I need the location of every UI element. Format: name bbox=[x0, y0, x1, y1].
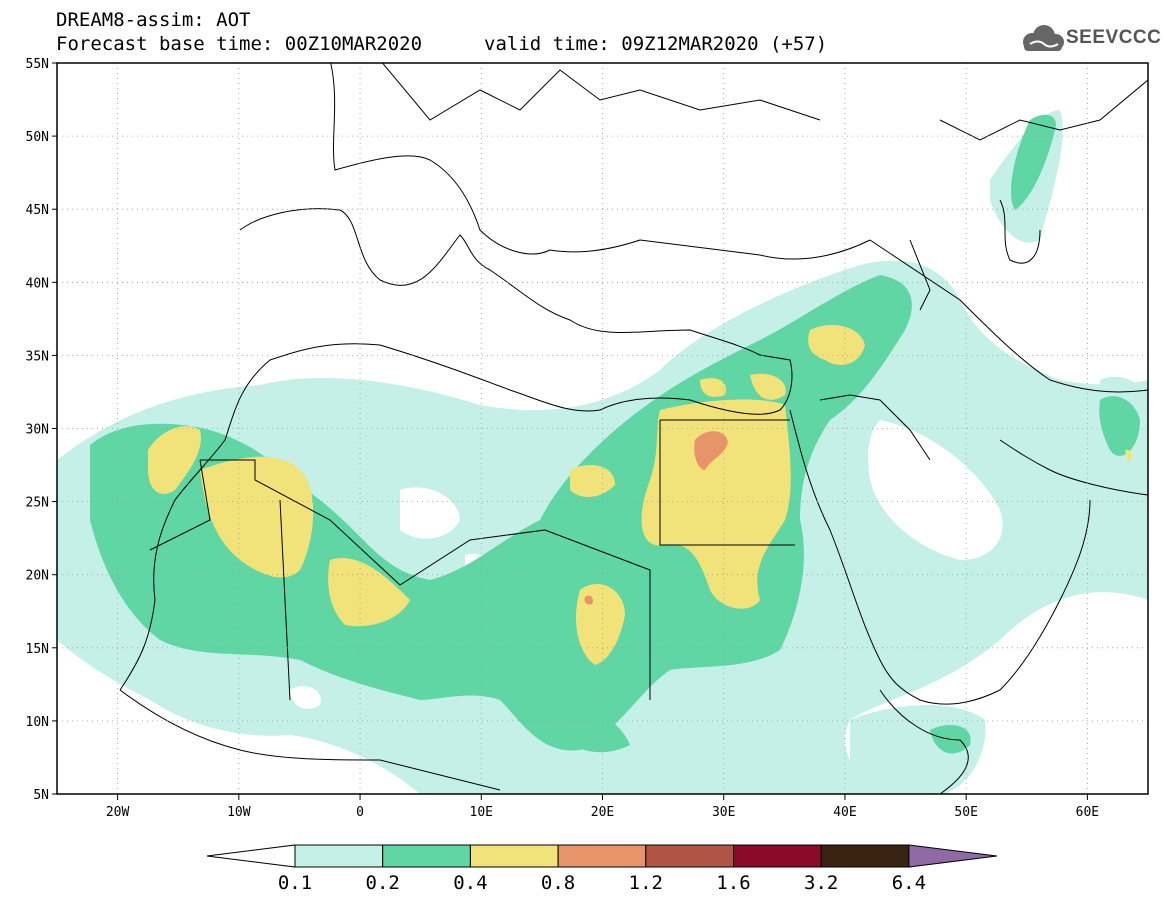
colorbar-segment bbox=[645, 844, 734, 868]
colorbar-label: 0.4 bbox=[453, 872, 488, 894]
lat-label: 50N bbox=[26, 130, 49, 145]
colorbar-label: 1.2 bbox=[628, 872, 663, 894]
lon-label: 40E bbox=[833, 805, 856, 820]
colorbar-segment bbox=[382, 844, 471, 868]
lon-label: 20W bbox=[106, 805, 130, 820]
colorbar-label: 3.2 bbox=[804, 872, 839, 894]
valid-time: valid time: 09Z12MAR2020 (+57) bbox=[484, 33, 828, 55]
colorbar-label: 6.4 bbox=[891, 872, 927, 894]
graticule bbox=[57, 63, 1148, 794]
forecast-base-time: Forecast base time: 00Z10MAR2020 bbox=[56, 33, 423, 55]
colorbar-segment bbox=[294, 844, 384, 868]
lat-label: 25N bbox=[26, 496, 49, 511]
lat-label: 10N bbox=[26, 715, 49, 730]
colorbar-label: 0.1 bbox=[277, 872, 313, 894]
cloud-icon bbox=[1023, 25, 1064, 51]
lon-label: 10W bbox=[227, 805, 251, 820]
colorbar-low-arrow bbox=[206, 844, 296, 868]
map-title: DREAM8-assim: AOT bbox=[56, 9, 251, 31]
lat-label: 55N bbox=[26, 57, 49, 72]
colorbar-high-arrow bbox=[908, 844, 997, 868]
colorbar-segment bbox=[469, 844, 559, 868]
colorbar-segment bbox=[733, 844, 822, 868]
colorbar-segment bbox=[820, 844, 910, 868]
latitude-labels: 55N 50N 45N 40N 35N 30N 25N 20N 15N 10N 5N bbox=[26, 57, 49, 803]
lon-label: 50E bbox=[954, 805, 977, 820]
lon-label: 20E bbox=[591, 805, 614, 820]
lat-label: 30N bbox=[26, 423, 49, 438]
lat-label: 20N bbox=[26, 569, 49, 584]
colorbar-label: 0.8 bbox=[540, 872, 576, 894]
lat-label: 15N bbox=[26, 642, 49, 657]
colorbar-segment bbox=[557, 844, 647, 868]
lon-label: 10E bbox=[470, 805, 493, 820]
aot-field bbox=[57, 110, 1148, 794]
longitude-labels: 20W 10W 0 10E 20E 30E 40E 50E 60E bbox=[106, 805, 1099, 820]
lon-label: 30E bbox=[712, 805, 735, 820]
lat-label: 35N bbox=[26, 349, 49, 364]
axis-ticks bbox=[52, 62, 1088, 800]
lon-label: 60E bbox=[1076, 805, 1099, 820]
lon-label: 0 bbox=[356, 805, 364, 820]
logo-text: SEEVCCC bbox=[1066, 27, 1162, 48]
lat-label: 45N bbox=[26, 203, 49, 218]
colorbar bbox=[206, 844, 997, 868]
lat-label: 5N bbox=[33, 788, 49, 803]
colorbar-label: 1.6 bbox=[716, 872, 751, 894]
lat-label: 40N bbox=[26, 276, 49, 291]
coastlines bbox=[119, 63, 1148, 794]
colorbar-label: 0.2 bbox=[365, 872, 400, 894]
